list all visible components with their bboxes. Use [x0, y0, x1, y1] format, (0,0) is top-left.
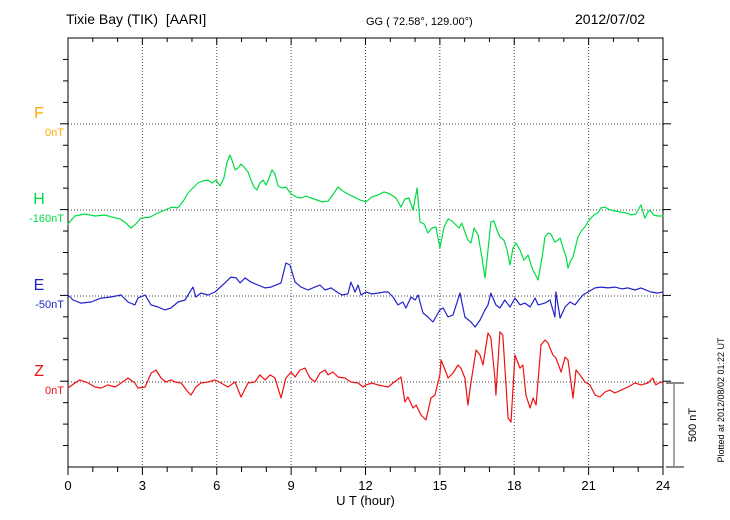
x-tick-label: 12	[358, 478, 372, 493]
geographic-coordinates: GG ( 72.58°, 129.00°)	[366, 16, 473, 28]
x-axis-title: U T (hour)	[336, 493, 395, 508]
series-name-H: H	[33, 191, 45, 208]
x-tick-label: 15	[433, 478, 447, 493]
trace-H	[67, 154, 664, 281]
trace-E	[67, 262, 664, 328]
trace-Z	[67, 331, 664, 423]
series-label-Z: Z 0nT	[14, 362, 64, 397]
x-tick-label: 24	[656, 478, 670, 493]
series-label-F: F 0nT	[14, 104, 64, 139]
series-baseline-F: 0nT	[45, 127, 64, 139]
x-tick-label: 3	[139, 478, 146, 493]
series-label-E: E -50nT	[14, 276, 64, 311]
series-name-Z: Z	[34, 363, 44, 380]
x-tick-label: 9	[288, 478, 295, 493]
observation-date: 2012/07/02	[575, 11, 646, 27]
series-name-F: F	[34, 105, 44, 122]
x-tick-label: 18	[507, 478, 521, 493]
plotted-at-note: Plotted at 2012/08/02 01:22 UT	[716, 337, 726, 463]
x-tick-label: 21	[581, 478, 595, 493]
series-baseline-Z: 0nT	[45, 385, 64, 397]
station-title: Tixie Bay (TIK) [AARI]	[66, 11, 207, 27]
x-tick-label: 0	[64, 478, 71, 493]
series-baseline-H: -160nT	[29, 213, 64, 225]
x-tick-label: 6	[213, 478, 220, 493]
scale-bar-label: 500 nT	[687, 408, 699, 443]
series-label-H: H -160nT	[14, 190, 64, 225]
series-baseline-E: -50nT	[35, 299, 64, 311]
series-name-E: E	[33, 277, 45, 294]
